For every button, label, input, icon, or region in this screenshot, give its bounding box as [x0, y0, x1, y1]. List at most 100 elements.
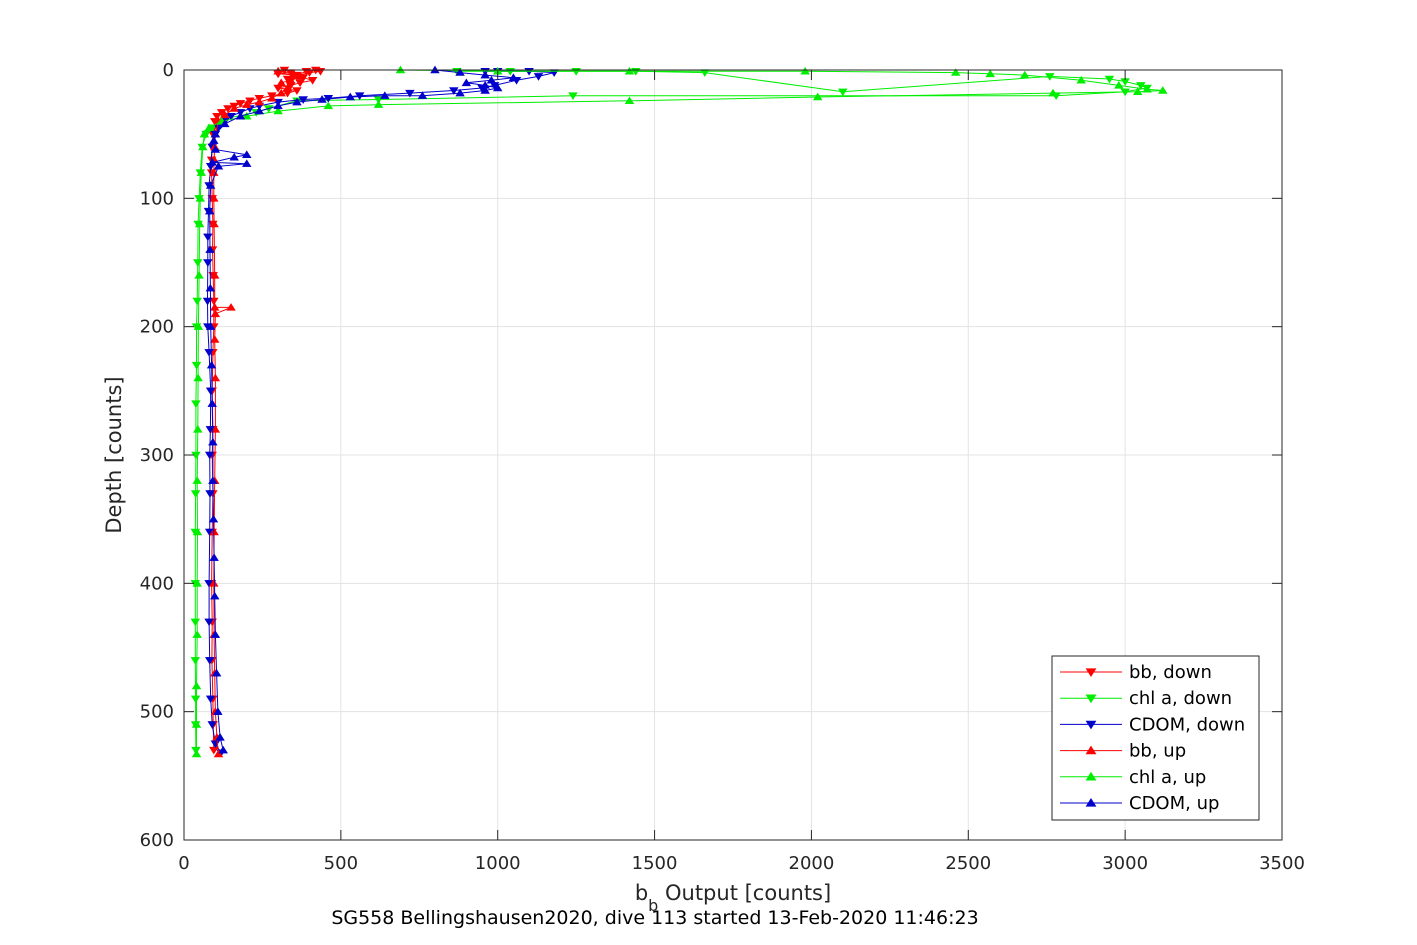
data-point: [307, 77, 318, 85]
data-point: [229, 104, 239, 112]
data-point: [211, 668, 222, 677]
data-point: [205, 181, 216, 189]
data-point: [202, 297, 213, 306]
data-point: [455, 68, 465, 76]
y-tick-label: 300: [140, 445, 174, 466]
data-point: [276, 78, 286, 87]
data-point: [624, 96, 635, 105]
legend-marker: [1085, 694, 1097, 704]
data-point: [242, 150, 252, 158]
data-point: [194, 270, 204, 279]
data-point: [373, 100, 384, 108]
legend-label: chl a, down: [1129, 688, 1232, 709]
data-point: [245, 97, 255, 106]
data-point: [1158, 86, 1168, 94]
data-point: [213, 749, 224, 758]
data-point: [218, 745, 228, 754]
data-point: [195, 193, 206, 202]
x-tick-label: 2500: [945, 853, 991, 874]
data-point: [192, 527, 203, 536]
data-point: [190, 657, 201, 665]
data-point: [205, 245, 215, 253]
data-point: [192, 630, 202, 638]
x-tick-label: 0: [178, 853, 189, 874]
ticks: 0 500 1000 1500 2000 2500 3000 3500 0 100 200 300 40…: [140, 60, 1305, 874]
data-point: [226, 112, 236, 121]
data-point: [206, 360, 217, 369]
legend-label: chl a, up: [1129, 767, 1206, 788]
data-point: [208, 514, 219, 523]
data-point: [235, 111, 246, 120]
data-point: [207, 399, 217, 407]
data-point: [298, 96, 308, 104]
data-point: [273, 66, 283, 75]
data-point: [461, 78, 472, 87]
data-point: [208, 437, 218, 446]
data-point: [207, 721, 217, 729]
data-point: [209, 578, 219, 587]
data-point: [380, 91, 390, 99]
data-point: [193, 424, 203, 433]
data-point: [950, 68, 961, 76]
data-point: [267, 93, 277, 102]
data-point: [210, 303, 220, 311]
data-point: [295, 79, 305, 88]
x-axis-label: bb Output [counts]: [635, 881, 831, 915]
x-tick-label: 2000: [789, 853, 835, 874]
y-tick-label: 600: [140, 830, 174, 851]
data-point: [205, 490, 215, 498]
data-point: [254, 106, 265, 115]
data-point: [205, 695, 216, 704]
data-point: [205, 283, 216, 292]
data-point: [295, 72, 305, 80]
data-point: [317, 95, 327, 103]
data-point: [215, 732, 225, 741]
legend-item: CDOM, up: [1060, 793, 1219, 814]
data-point: [209, 136, 219, 144]
data-point: [480, 81, 490, 89]
data-point: [533, 73, 544, 81]
data-point: [226, 303, 236, 311]
data-point: [292, 97, 302, 106]
data-point: [198, 142, 208, 151]
x-tick-label: 3500: [1259, 853, 1305, 874]
data-point: [210, 373, 221, 382]
data-point: [192, 578, 202, 587]
data-point: [254, 97, 265, 106]
data-point: [210, 630, 221, 638]
data-point: [210, 591, 220, 600]
legend-item: chl a, down: [1060, 688, 1232, 709]
data-point: [191, 746, 201, 755]
series-5: [204, 65, 519, 754]
y-tick-label: 500: [140, 702, 174, 723]
data-point: [191, 749, 202, 758]
data-point: [323, 101, 334, 110]
data-point: [455, 88, 465, 97]
x-axis-label-main: b: [635, 881, 648, 905]
data-point: [480, 86, 490, 94]
legend-item: bb, up: [1060, 741, 1186, 762]
legend-item: CDOM, down: [1060, 714, 1245, 735]
data-point: [191, 681, 202, 690]
data-point: [207, 158, 217, 166]
data-point: [417, 91, 428, 99]
data-point: [204, 123, 214, 131]
legend-marker: [1085, 745, 1097, 755]
data-point: [1136, 82, 1146, 90]
data-point: [800, 66, 810, 75]
data-point: [199, 129, 210, 138]
data-point: [276, 88, 286, 97]
data-point: [208, 476, 218, 484]
data-point: [210, 335, 220, 343]
data-point: [1104, 75, 1115, 84]
x-tick-label: 1500: [632, 853, 678, 874]
x-axis-label-subscript: b: [648, 896, 658, 915]
data-point: [210, 424, 221, 433]
data-point: [492, 83, 503, 92]
data-point: [292, 87, 302, 95]
legend-label: bb, up: [1129, 741, 1186, 762]
data-point: [213, 707, 223, 715]
data-point: [624, 66, 635, 75]
legend-label: CDOM, up: [1129, 793, 1219, 814]
